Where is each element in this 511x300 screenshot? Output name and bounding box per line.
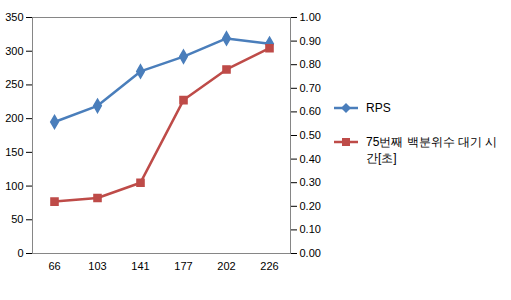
html-text:RPS: RPS	[366, 101, 391, 115]
svg-text:0: 0	[17, 247, 23, 259]
svg-text:350: 350	[5, 11, 23, 23]
svg-text:1.00: 1.00	[300, 11, 321, 23]
svg-text:0.90: 0.90	[300, 35, 321, 47]
svg-text:0.30: 0.30	[300, 176, 321, 188]
svg-text:141: 141	[131, 260, 149, 272]
svg-text:0.80: 0.80	[300, 58, 321, 70]
svg-text:0.60: 0.60	[300, 105, 321, 117]
svg-text:0.70: 0.70	[300, 82, 321, 94]
svg-text:150: 150	[5, 146, 23, 158]
svg-text:300: 300	[5, 45, 23, 57]
svg-text:100: 100	[5, 180, 23, 192]
svg-text:50: 50	[11, 213, 23, 225]
svg-text:0.50: 0.50	[300, 129, 321, 141]
svg-text:202: 202	[217, 260, 235, 272]
svg-text:177: 177	[174, 260, 192, 272]
svg-text:0.40: 0.40	[300, 153, 321, 165]
svg-text:66: 66	[48, 260, 60, 272]
svg-text:226: 226	[260, 260, 278, 272]
svg-text:103: 103	[88, 260, 106, 272]
svg-text:0.00: 0.00	[300, 247, 321, 259]
svg-text:250: 250	[5, 78, 23, 90]
svg-text:0.20: 0.20	[300, 200, 321, 212]
svg-text:0.10: 0.10	[300, 223, 321, 235]
html-text:75번째 백분위수 대기 시간[초]: 75번째 백분위수 대기 시간[초]	[366, 135, 498, 165]
svg-text:200: 200	[5, 112, 23, 124]
